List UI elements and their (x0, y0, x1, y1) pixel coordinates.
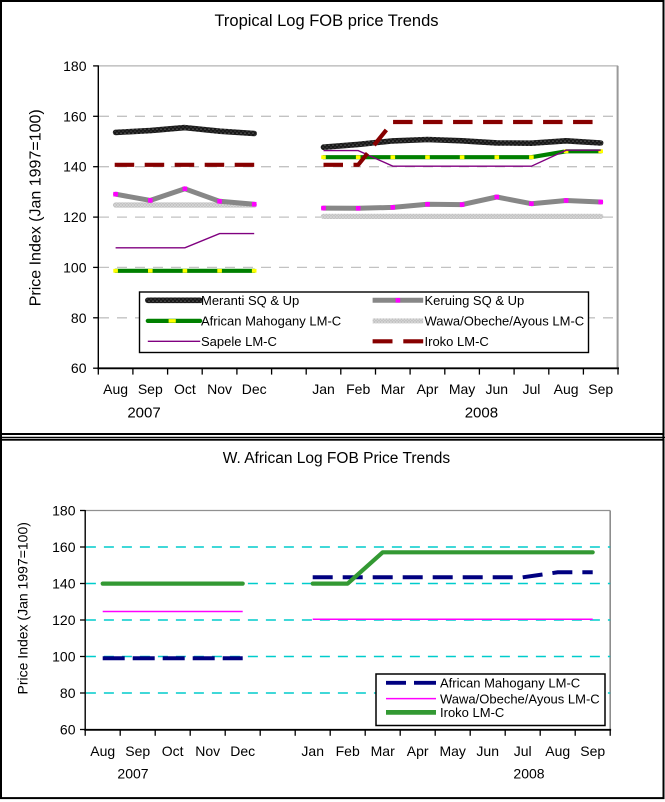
svg-text:Feb: Feb (346, 381, 370, 397)
svg-text:2007: 2007 (127, 405, 160, 422)
svg-text:Price Index (Jan 1997=100): Price Index (Jan 1997=100) (28, 109, 45, 306)
svg-text:2008: 2008 (513, 766, 544, 782)
svg-text:Price Index (Jan 1997=100): Price Index (Jan 1997=100) (15, 522, 31, 694)
svg-text:100: 100 (63, 259, 87, 275)
svg-text:180: 180 (52, 503, 76, 519)
svg-text:Jan: Jan (301, 743, 324, 759)
svg-text:W. African Log FOB Price Trend: W. African Log FOB Price Trends (223, 450, 451, 467)
svg-text:2007: 2007 (117, 766, 148, 782)
svg-text:May: May (449, 381, 475, 397)
svg-text:May: May (439, 743, 465, 759)
svg-text:Keruing SQ & Up: Keruing SQ & Up (425, 293, 525, 308)
svg-text:Jul: Jul (514, 743, 532, 759)
svg-text:Sep: Sep (138, 381, 163, 397)
svg-text:Sep: Sep (588, 381, 613, 397)
svg-text:Iroko LM-C: Iroko LM-C (440, 705, 504, 720)
svg-text:Nov: Nov (195, 743, 220, 759)
svg-text:120: 120 (63, 209, 87, 225)
svg-text:Oct: Oct (162, 743, 184, 759)
svg-text:Jun: Jun (476, 743, 499, 759)
svg-text:Wawa/Obeche/Ayous LM-C: Wawa/Obeche/Ayous LM-C (425, 314, 585, 329)
svg-text:African Mahogany LM-C: African Mahogany LM-C (201, 314, 341, 329)
svg-text:Nov: Nov (207, 381, 232, 397)
svg-text:Dec: Dec (242, 381, 267, 397)
svg-text:Jul: Jul (522, 381, 540, 397)
svg-text:Aug: Aug (90, 743, 115, 759)
svg-text:140: 140 (52, 576, 76, 592)
svg-text:Aug: Aug (554, 381, 579, 397)
svg-text:Dec: Dec (230, 743, 255, 759)
svg-text:Iroko LM-C: Iroko LM-C (425, 334, 489, 349)
svg-text:Sep: Sep (580, 743, 605, 759)
svg-text:60: 60 (71, 360, 87, 376)
svg-text:Meranti SQ & Up: Meranti SQ & Up (201, 293, 299, 308)
svg-text:African Mahogany LM-C: African Mahogany LM-C (440, 676, 580, 691)
svg-text:Oct: Oct (174, 381, 196, 397)
svg-text:Sep: Sep (125, 743, 150, 759)
svg-text:120: 120 (52, 612, 76, 628)
svg-text:160: 160 (63, 108, 87, 124)
svg-text:100: 100 (52, 649, 76, 665)
svg-text:60: 60 (60, 722, 76, 738)
svg-text:Wawa/Obeche/Ayous LM-C: Wawa/Obeche/Ayous LM-C (440, 691, 600, 706)
svg-text:Mar: Mar (371, 743, 395, 759)
svg-text:Sapele LM-C: Sapele LM-C (201, 334, 277, 349)
svg-text:Tropical Log FOB price Trends: Tropical Log FOB price Trends (214, 12, 438, 30)
svg-text:Apr: Apr (407, 743, 429, 759)
svg-text:Jan: Jan (312, 381, 335, 397)
svg-text:80: 80 (60, 685, 76, 701)
svg-text:2008: 2008 (465, 405, 498, 422)
svg-text:80: 80 (71, 310, 87, 326)
svg-text:Jun: Jun (486, 381, 509, 397)
svg-text:Aug: Aug (103, 381, 128, 397)
svg-text:Apr: Apr (417, 381, 439, 397)
svg-text:Aug: Aug (545, 743, 570, 759)
svg-text:140: 140 (63, 159, 87, 175)
svg-text:Feb: Feb (336, 743, 360, 759)
svg-text:180: 180 (63, 58, 87, 74)
svg-text:Mar: Mar (381, 381, 405, 397)
svg-text:160: 160 (52, 539, 76, 555)
